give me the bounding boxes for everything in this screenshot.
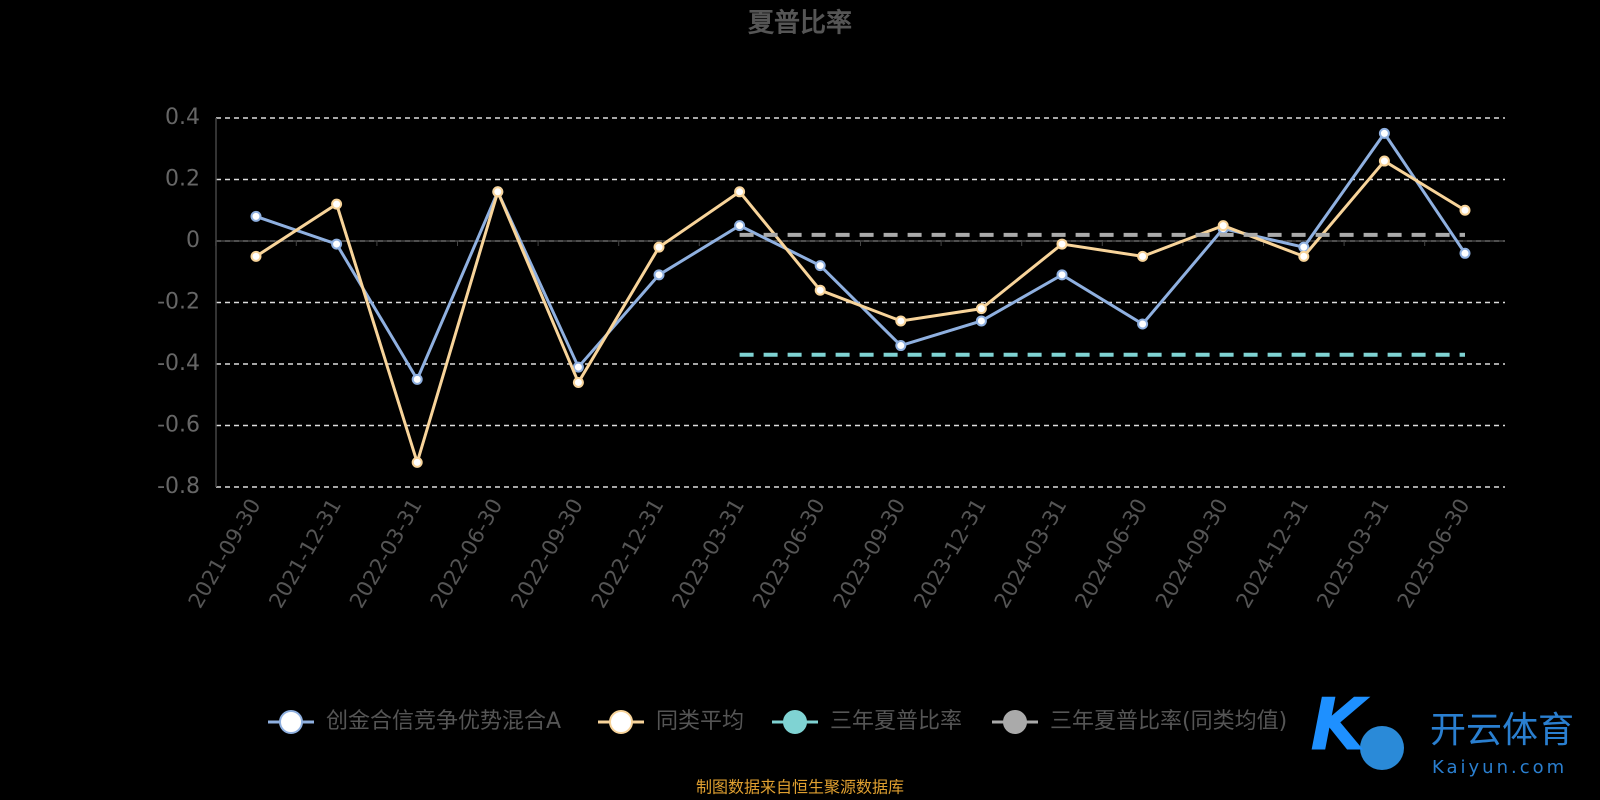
source-note: 制图数据来自恒生聚源数据库 (696, 778, 904, 797)
data-point (250, 250, 262, 262)
y-tick-label: 0.2 (165, 167, 200, 192)
data-point (895, 315, 907, 327)
data-point (653, 241, 665, 253)
y-tick-label: -0.6 (157, 413, 200, 438)
legend-marker (609, 710, 633, 734)
data-point (975, 315, 987, 327)
data-point (1137, 250, 1149, 262)
data-point (1378, 155, 1390, 167)
data-point (1217, 220, 1229, 232)
y-tick-label: 0 (186, 228, 200, 253)
legend-item[interactable]: 三年夏普比率(同类均值) (992, 709, 1287, 734)
watermark-k: K (1310, 683, 1371, 767)
legend-label: 三年夏普比率 (830, 709, 962, 734)
legend-item[interactable]: 创金合信竞争优势混合A (268, 709, 561, 734)
legend-label: 三年夏普比率(同类均值) (1050, 709, 1287, 734)
watermark-url: Kaiyun.com (1432, 757, 1567, 778)
data-point (814, 284, 826, 296)
y-tick-label: -0.4 (157, 351, 200, 376)
data-point (975, 303, 987, 315)
data-point (1137, 318, 1149, 330)
data-point (572, 376, 584, 388)
data-point (1459, 204, 1471, 216)
legend-marker (783, 710, 807, 734)
legend-marker (279, 710, 303, 734)
data-point (492, 186, 504, 198)
data-point (411, 456, 423, 468)
data-point (1459, 247, 1471, 259)
data-point (572, 361, 584, 373)
series-line (255, 159, 1466, 468)
data-point (1298, 250, 1310, 262)
data-point (895, 340, 907, 352)
chart-title: 夏普比率 (748, 8, 852, 39)
data-point (1056, 238, 1068, 250)
data-point (734, 220, 746, 232)
legend-item[interactable]: 同类平均 (598, 709, 744, 734)
legend-marker (1003, 710, 1027, 734)
legend-label: 创金合信竞争优势混合A (326, 709, 561, 734)
data-point (411, 373, 423, 385)
y-tick-label: 0.4 (165, 105, 200, 130)
data-point (1378, 127, 1390, 139)
data-point (653, 269, 665, 281)
y-tick-label: -0.8 (157, 474, 200, 499)
watermark: K 开云体育 Kaiyun.com (1310, 683, 1574, 778)
watermark-logo (1360, 726, 1404, 770)
data-point (1056, 269, 1068, 281)
y-tick-label: -0.2 (157, 290, 200, 315)
data-point (331, 238, 343, 250)
data-point (814, 260, 826, 272)
watermark-title: 开云体育 (1430, 710, 1574, 751)
data-point (331, 198, 343, 210)
data-point (734, 186, 746, 198)
data-point (1298, 241, 1310, 253)
data-point (250, 210, 262, 222)
legend-label: 同类平均 (656, 709, 744, 734)
legend-item[interactable]: 三年夏普比率 (772, 709, 962, 734)
